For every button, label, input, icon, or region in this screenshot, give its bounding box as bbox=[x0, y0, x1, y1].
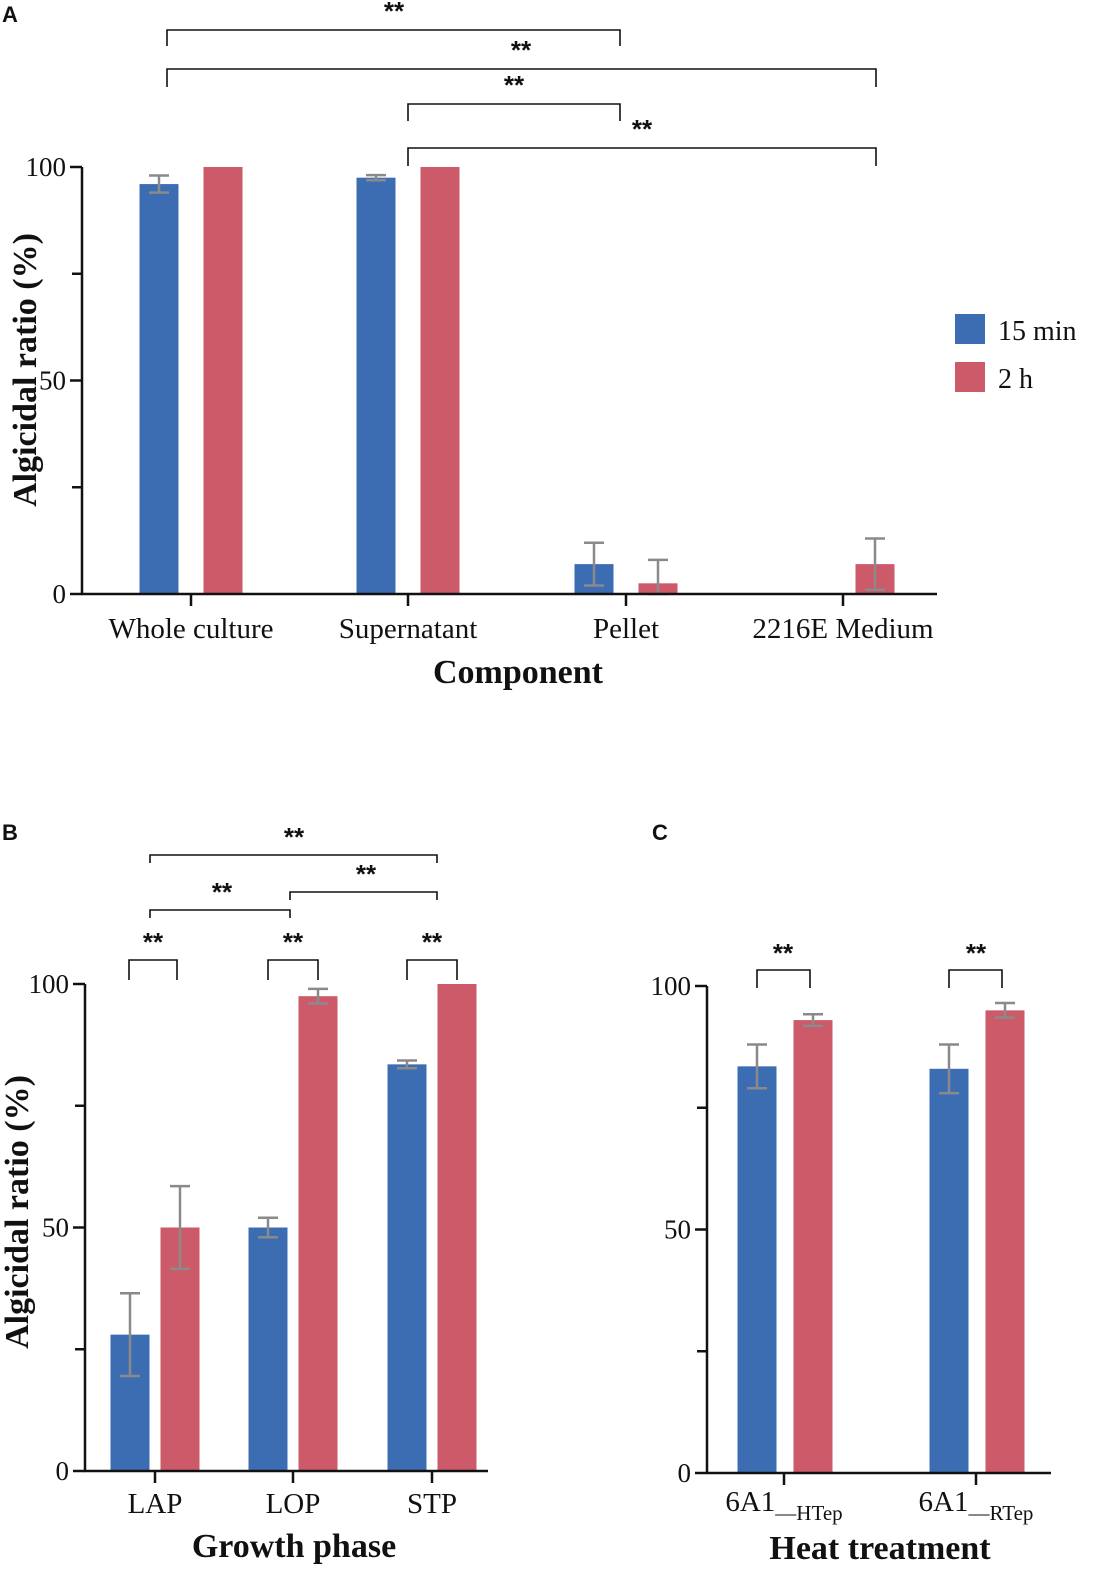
legend-label-15min: 15 min bbox=[998, 316, 1077, 347]
significance-bracket bbox=[406, 959, 458, 980]
x-category-label: Whole culture bbox=[108, 613, 273, 645]
x-category-label-subscript: —RTep bbox=[968, 1501, 1034, 1525]
bar-15min bbox=[356, 177, 396, 595]
significance-bracket bbox=[149, 854, 438, 863]
panel-b-x-axis-title: Growth phase bbox=[192, 1528, 396, 1565]
x-category-label: 6A1—HTep bbox=[725, 1486, 842, 1525]
bar-15min bbox=[248, 1227, 288, 1471]
bar-15min bbox=[929, 1068, 969, 1473]
significance-label: ** bbox=[511, 35, 532, 65]
significance-label: ** bbox=[384, 0, 405, 26]
x-category-label: STP bbox=[407, 1488, 457, 1520]
significance-bracket bbox=[948, 969, 1003, 988]
panel-b-y-axis-title: Algicidal ratio (%) bbox=[0, 1075, 36, 1349]
bar-2h bbox=[437, 984, 477, 1471]
significance-label: ** bbox=[283, 927, 304, 957]
bar-2h bbox=[420, 167, 460, 594]
significance-label: ** bbox=[966, 938, 987, 968]
bar-2h bbox=[203, 167, 243, 594]
x-category-label: 2216E Medium bbox=[752, 613, 934, 645]
bar-2h bbox=[793, 1020, 833, 1473]
y-tick-label: 0 bbox=[678, 1458, 692, 1488]
panel-a-x-axis-title: Component bbox=[433, 654, 604, 691]
significance-bracket bbox=[166, 29, 621, 46]
significance-label: ** bbox=[143, 927, 164, 957]
y-tick-label: 100 bbox=[29, 969, 70, 999]
panel-b-chart: 0 50 100 LAP LOP STP Growth phase Algicidal rat… bbox=[0, 822, 488, 1565]
x-category-label-base: 6A1 bbox=[919, 1486, 969, 1518]
significance-label: ** bbox=[356, 859, 377, 889]
significance-bracket bbox=[166, 68, 877, 87]
x-category-label-subscript: —HTep bbox=[774, 1501, 842, 1525]
legend: 15 min 2 h bbox=[955, 314, 1077, 395]
legend-swatch-15min bbox=[955, 314, 985, 344]
x-category-label: LOP bbox=[266, 1488, 321, 1520]
panel-letter-c: C bbox=[652, 820, 668, 845]
bar-15min bbox=[139, 184, 179, 594]
y-tick-label: 100 bbox=[651, 971, 692, 1001]
legend-label-2h: 2 h bbox=[998, 364, 1033, 395]
significance-label: ** bbox=[422, 927, 443, 957]
bar-15min bbox=[737, 1066, 777, 1473]
x-category-label: Supernatant bbox=[339, 613, 478, 645]
y-tick-label: 50 bbox=[664, 1215, 691, 1245]
panel-a-chart: 0 50 100 Whole culture Supernatant Pellet 2216… bbox=[7, 0, 937, 691]
x-category-label-base: 6A1 bbox=[725, 1486, 775, 1518]
bar-2h bbox=[298, 996, 338, 1471]
panel-c-x-axis-title: Heat treatment bbox=[769, 1530, 991, 1567]
significance-bracket bbox=[267, 959, 319, 980]
significance-bracket bbox=[289, 891, 438, 900]
legend-swatch-2h bbox=[955, 362, 985, 392]
significance-bracket bbox=[407, 103, 621, 121]
significance-label: ** bbox=[504, 70, 525, 100]
panel-a-y-axis-title: Algicidal ratio (%) bbox=[7, 233, 44, 507]
significance-bracket bbox=[756, 969, 811, 988]
bar-15min bbox=[387, 1064, 427, 1471]
y-tick-label: 0 bbox=[53, 579, 67, 609]
significance-label: ** bbox=[773, 938, 794, 968]
significance-label: ** bbox=[212, 877, 233, 907]
x-category-label: LAP bbox=[128, 1488, 183, 1520]
y-tick-label: 100 bbox=[26, 152, 67, 182]
significance-label: ** bbox=[632, 114, 653, 144]
x-category-label: 6A1—RTep bbox=[919, 1486, 1034, 1525]
significance-bracket bbox=[128, 959, 178, 980]
bar-2h bbox=[985, 1010, 1025, 1473]
y-tick-label: 50 bbox=[39, 366, 66, 396]
panel-letter-b: B bbox=[2, 820, 18, 845]
x-category-label: Pellet bbox=[593, 613, 659, 645]
y-tick-label: 0 bbox=[56, 1456, 70, 1486]
significance-bracket bbox=[149, 909, 291, 918]
significance-label: ** bbox=[284, 822, 305, 852]
significance-bracket bbox=[407, 147, 877, 166]
panel-letter-a: A bbox=[2, 2, 18, 27]
y-tick-label: 50 bbox=[42, 1213, 69, 1243]
